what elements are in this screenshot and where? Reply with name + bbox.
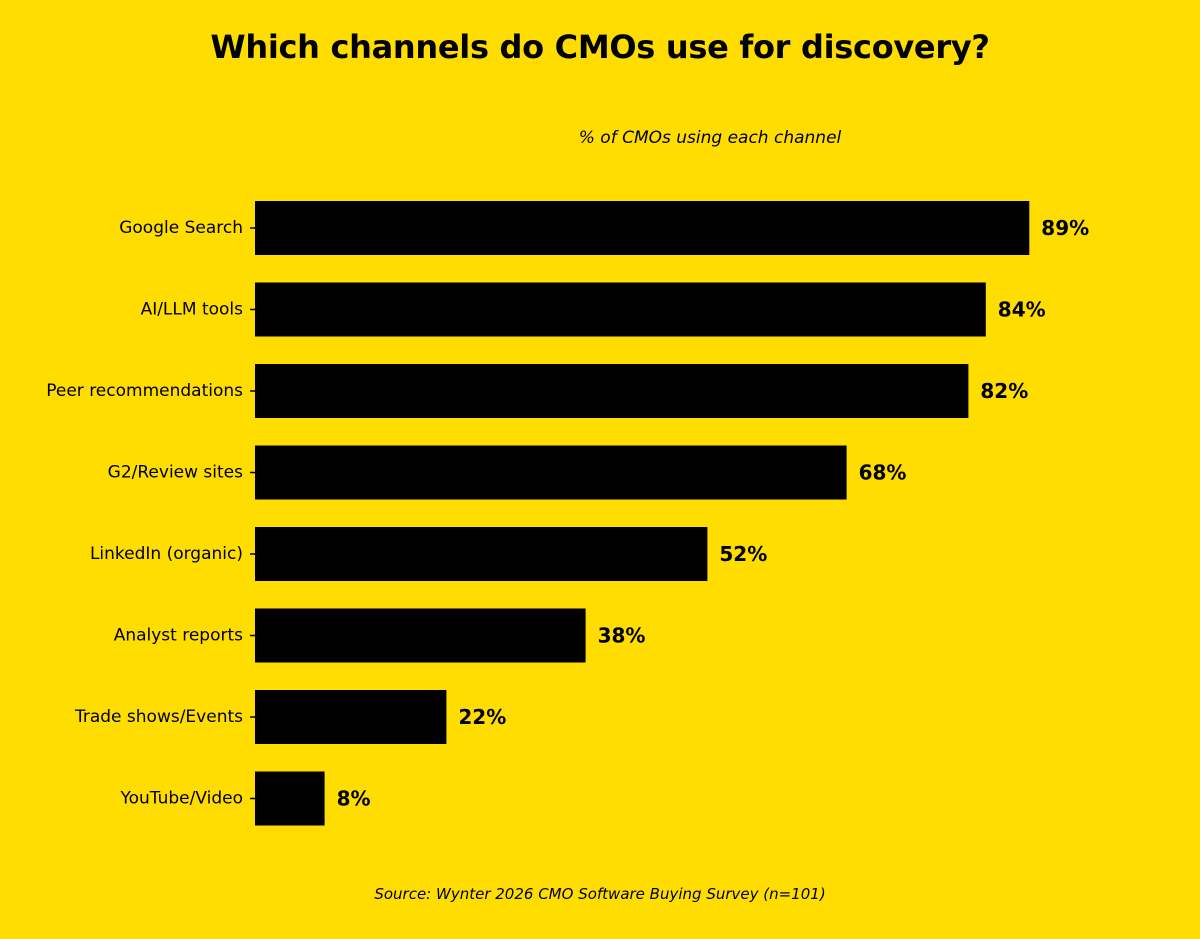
- value-label: 84%: [998, 298, 1046, 322]
- chart-subtitle: % of CMOs using each channel: [578, 128, 842, 148]
- bar: [255, 201, 1030, 255]
- bar: [255, 608, 586, 663]
- bar: [255, 282, 986, 337]
- category-label: Peer recommendations: [46, 381, 243, 401]
- category-label: LinkedIn (organic): [90, 544, 243, 564]
- category-label: AI/LLM tools: [141, 300, 244, 320]
- value-label: 38%: [598, 624, 646, 648]
- value-label: 52%: [719, 542, 767, 566]
- value-label: 89%: [1041, 216, 1089, 240]
- bar: [255, 445, 847, 500]
- category-label: YouTube/Video: [120, 789, 244, 809]
- value-label: 68%: [859, 461, 907, 485]
- value-label: 8%: [337, 787, 371, 811]
- bar: [255, 527, 708, 581]
- bar: [255, 690, 447, 744]
- category-label: Trade shows/Events: [74, 707, 243, 727]
- bar: [255, 364, 969, 418]
- value-label: 82%: [980, 379, 1028, 403]
- category-label: Analyst reports: [114, 626, 243, 646]
- bar: [255, 771, 325, 826]
- chart-source: Source: Wynter 2026 CMO Software Buying …: [374, 885, 826, 903]
- category-label: Google Search: [119, 218, 243, 238]
- chart-title: Which channels do CMOs use for discovery…: [210, 28, 990, 66]
- category-label: G2/Review sites: [108, 463, 243, 483]
- value-label: 22%: [458, 705, 506, 729]
